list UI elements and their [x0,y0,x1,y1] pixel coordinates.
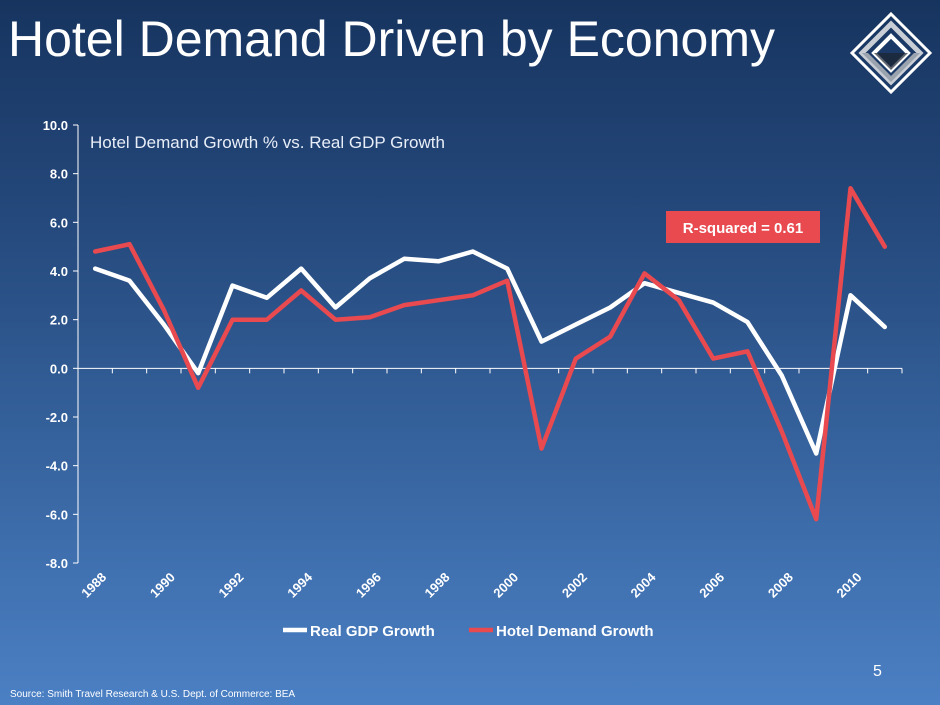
legend-label-real-gdp-growth: Real GDP Growth [310,623,435,640]
y-tick-label: -2.0 [46,410,68,425]
y-tick-label: 0.0 [50,361,68,376]
slide-title: Hotel Demand Driven by Economy [8,11,775,67]
x-tick-label: 2006 [696,570,727,601]
y-tick-label: 6.0 [50,215,68,230]
legend-label-hotel-demand-growth: Hotel Demand Growth [496,623,654,640]
series-line-hotel-demand-growth [92,186,888,522]
y-tick-label: -6.0 [46,507,68,522]
x-tick-label: 2008 [765,570,796,601]
diamond-logo-icon [849,11,933,95]
x-tick-label: 1998 [422,570,453,601]
y-tick-label: -8.0 [46,556,68,571]
source-note: Source: Smith Travel Research & U.S. Dep… [10,689,296,700]
x-tick-label: 2002 [559,570,590,601]
y-tick-label: 4.0 [50,264,68,279]
y-tick-label: 10.0 [43,118,68,133]
x-tick-label: 2010 [834,570,865,601]
x-tick-label: 1990 [147,570,178,601]
x-tick-label: 1988 [78,570,109,601]
legend: Real GDP Growth Hotel Demand Growth [283,623,654,640]
y-tick-label: 2.0 [50,313,68,328]
x-tick-label: 2004 [628,569,660,601]
x-tick-label: 1992 [216,570,247,601]
x-tick-label: 1994 [284,569,316,601]
y-tick-label: -4.0 [46,459,68,474]
annotation-text: R-squared = 0.61 [683,220,803,237]
y-tick-label: 8.0 [50,167,68,182]
r-squared-annotation: R-squared = 0.61 [666,211,820,243]
chart-subtitle: Hotel Demand Growth % vs. Real GDP Growt… [90,133,445,152]
x-tick-label: 1996 [353,570,384,601]
series-line-real-gdp-growth [92,249,888,456]
annotation-box [666,211,820,243]
page-number: 5 [873,663,882,680]
x-tick-label: 2000 [490,570,521,601]
